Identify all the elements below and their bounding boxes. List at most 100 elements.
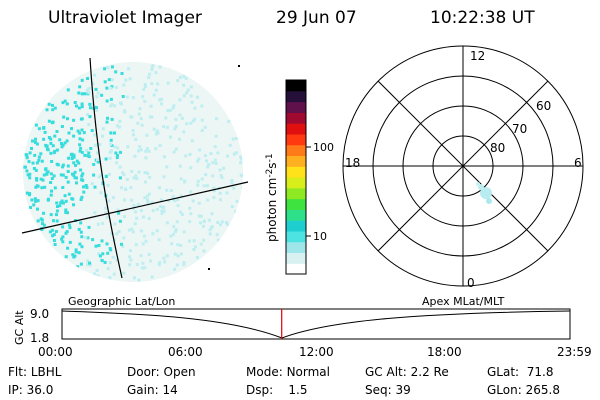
- aurora-pixel: [27, 160, 31, 164]
- aurora-pixel: [203, 154, 207, 158]
- aurora-pixel: [170, 242, 174, 246]
- aurora-pixel: [79, 230, 83, 234]
- aurora-pixel: [151, 232, 155, 236]
- aurora-pixel: [55, 130, 59, 133]
- aurora-pixel: [118, 219, 122, 223]
- aurora-pixel: [78, 137, 82, 141]
- aurora-pixel: [155, 229, 159, 233]
- aurora-pixel: [184, 154, 188, 158]
- aurora-pixel: [158, 65, 162, 69]
- timeline-ylabel: GC Alt: [13, 310, 26, 345]
- aurora-pixel: [205, 184, 209, 188]
- aurora-pixel: [77, 227, 81, 231]
- aurora-pixel: [95, 95, 99, 99]
- aurora-pixel: [132, 176, 136, 180]
- aurora-pixel: [43, 185, 47, 189]
- color-bar-swatch: [286, 220, 306, 232]
- aurora-pixel: [201, 224, 205, 228]
- aurora-pixel: [173, 267, 177, 271]
- aurora-pixel: [147, 252, 151, 256]
- aurora-pixel: [180, 116, 184, 120]
- aurora-pixel: [42, 223, 46, 227]
- aurora-pixel: [51, 108, 55, 112]
- aurora-pixel: [53, 106, 57, 110]
- polar-aurora: [476, 182, 492, 204]
- aurora-pixel: [205, 159, 208, 163]
- aurora-pixel: [29, 206, 32, 209]
- aurora-pixel: [230, 181, 234, 185]
- aurora-pixel: [166, 109, 170, 113]
- mode-info: Mode: Normal: [246, 365, 330, 379]
- aurora-pixel: [150, 68, 154, 71]
- aurora-pixel: [106, 267, 110, 271]
- aurora-pixel: [39, 152, 43, 156]
- aurora-pixel: [125, 95, 129, 99]
- aurora-pixel: [164, 116, 168, 120]
- aurora-pixel: [50, 177, 54, 180]
- aurora-pixel: [104, 157, 108, 161]
- aurora-pixel: [72, 134, 76, 138]
- aurora-pixel: [162, 125, 166, 129]
- aurora-pixel: [64, 208, 68, 212]
- aurora-pixel: [64, 199, 68, 203]
- aurora-pixel: [146, 171, 150, 175]
- aurora-pixel: [178, 98, 182, 102]
- aurora-pixel: [52, 174, 56, 178]
- aurora-pixel: [174, 228, 178, 232]
- aurora-pixel: [172, 198, 176, 202]
- aurora-pixel: [142, 87, 146, 91]
- dsp-info: Dsp: 1.5: [246, 383, 308, 397]
- aurora-pixel: [159, 198, 163, 202]
- color-bar-swatch: [286, 187, 306, 200]
- aurora-pixel: [93, 211, 97, 215]
- aurora-pixel: [62, 201, 65, 205]
- aurora-pixel: [80, 128, 84, 132]
- aurora-pixel: [234, 151, 238, 155]
- aurora-pixel: [122, 173, 126, 177]
- aurora-pixel: [87, 87, 91, 90]
- aurora-pixel: [42, 137, 46, 141]
- aurora-pixel: [108, 276, 112, 280]
- aurora-pixel: [80, 105, 84, 109]
- aurora-pixel: [240, 157, 243, 161]
- aurora-pixel: [171, 106, 175, 110]
- aurora-pixel: [113, 222, 117, 226]
- aurora-pixel: [35, 177, 39, 180]
- aurora-pixel: [49, 141, 53, 145]
- aurora-pixel: [182, 74, 186, 78]
- aurora-pixel: [70, 157, 74, 160]
- aurora-pixel: [118, 176, 122, 180]
- aurora-pixel: [47, 102, 51, 106]
- aurora-pixel: [134, 174, 138, 178]
- aurora-pixel: [62, 115, 66, 119]
- aurora-pixel: [28, 172, 32, 176]
- aurora-pixel: [171, 195, 175, 199]
- aurora-pixel: [85, 148, 89, 152]
- aurora-pixel: [66, 211, 69, 215]
- aurora-pixel: [129, 249, 132, 253]
- aurora-pixel: [76, 265, 80, 269]
- aurora-pixel: [86, 113, 89, 116]
- aurora-pixel: [115, 156, 119, 160]
- aurora-pixel: [162, 209, 166, 213]
- aurora-pixel: [41, 178, 45, 182]
- aurora-pixel: [122, 271, 126, 275]
- aurora-pixel: [75, 181, 78, 185]
- aurora-pixel: [42, 126, 46, 129]
- mlt-label-18: 18: [345, 156, 360, 170]
- aurora-pixel: [235, 199, 239, 203]
- aurora-pixel: [72, 153, 76, 157]
- aurora-pixel: [89, 106, 92, 110]
- aurora-pixel: [37, 127, 41, 131]
- aurora-pixel: [25, 191, 29, 195]
- mlt-label-0: 0: [467, 276, 475, 290]
- aurora-pixel: [140, 266, 144, 270]
- aurora-pixel: [33, 153, 37, 157]
- aurora-pixel: [53, 134, 57, 138]
- aurora-pixel: [67, 131, 71, 135]
- color-bar-swatch: [286, 123, 306, 135]
- color-bar-swatch: [286, 144, 306, 157]
- aurora-pixel: [176, 204, 180, 208]
- aurora-pixel: [231, 137, 235, 141]
